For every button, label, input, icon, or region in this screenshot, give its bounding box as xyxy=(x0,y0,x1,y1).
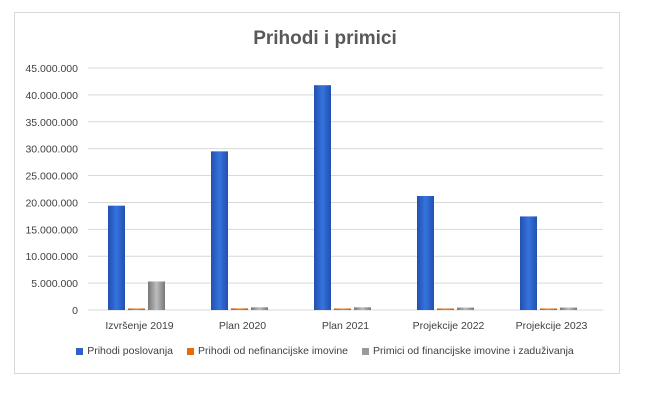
y-tick-label: 45.000.000 xyxy=(25,63,78,75)
bar-primici-od-financijske-imovine-i-zadu-ivanja xyxy=(560,307,577,310)
bar-primici-od-financijske-imovine-i-zadu-ivanja xyxy=(457,307,474,310)
y-tick-label: 10.000.000 xyxy=(25,251,78,263)
y-tick-label: 30.000.000 xyxy=(25,144,78,156)
bar-prihodi-od-nefinancijske-imovine xyxy=(334,308,351,310)
bar-prihodi-poslovanja xyxy=(314,85,331,310)
legend-item: Primici od financijske imovine i zaduživ… xyxy=(362,345,574,357)
legend: Prihodi poslovanja Prihodi od nefinancijs… xyxy=(0,345,650,357)
legend-swatch xyxy=(76,347,84,355)
bar-prihodi-od-nefinancijske-imovine xyxy=(231,308,248,310)
x-tick-label: Projekcije 2023 xyxy=(516,320,588,332)
legend-item: Prihodi poslovanja xyxy=(76,345,173,357)
legend-swatch xyxy=(187,347,195,355)
x-tick-label: Projekcije 2022 xyxy=(413,320,485,332)
bar-primici-od-financijske-imovine-i-zadu-ivanja xyxy=(354,307,371,310)
legend-label: Primici od financijske imovine i zaduživ… xyxy=(373,345,574,357)
legend-label: Prihodi poslovanja xyxy=(87,345,174,357)
bar-prihodi-poslovanja xyxy=(211,151,228,310)
y-tick-label: 20.000.000 xyxy=(25,197,78,209)
y-tick-label: 5.000.000 xyxy=(31,278,78,290)
chart-title: Prihodi i primici xyxy=(253,28,397,49)
bar-prihodi-od-nefinancijske-imovine xyxy=(437,308,454,310)
bar-prihodi-poslovanja xyxy=(108,205,125,310)
x-tick-label: Izvršenje 2019 xyxy=(105,320,173,332)
bar-prihodi-od-nefinancijske-imovine xyxy=(128,308,145,310)
legend-item: Prihodi od nefinancijske imovine xyxy=(187,345,348,357)
legend-swatch xyxy=(362,347,370,355)
bar-prihodi-od-nefinancijske-imovine xyxy=(540,308,557,310)
bar-prihodi-poslovanja xyxy=(417,195,434,310)
bar-primici-od-financijske-imovine-i-zadu-ivanja xyxy=(148,281,165,310)
bar-primici-od-financijske-imovine-i-zadu-ivanja xyxy=(251,307,268,310)
y-tick-label: 0 xyxy=(72,305,78,317)
x-tick-label: Plan 2021 xyxy=(322,320,369,332)
legend-label: Prihodi od nefinancijske imovine xyxy=(198,345,349,357)
bar-prihodi-poslovanja xyxy=(520,216,537,310)
x-tick-label: Plan 2020 xyxy=(219,320,266,332)
y-tick-label: 35.000.000 xyxy=(25,117,78,129)
y-tick-label: 15.000.000 xyxy=(25,224,78,236)
y-tick-label: 40.000.000 xyxy=(25,90,78,102)
y-tick-label: 25.000.000 xyxy=(25,171,78,183)
